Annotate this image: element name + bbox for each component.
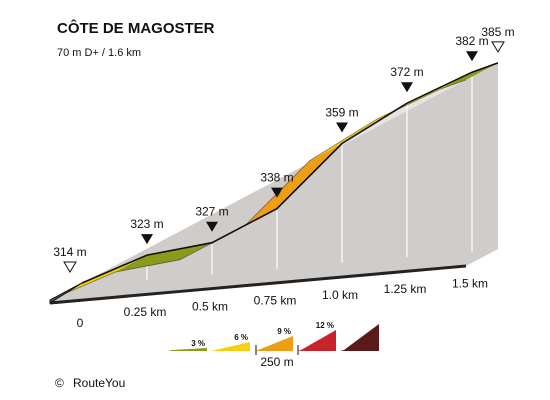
elevation-label: 359 m	[325, 106, 358, 120]
legend-label: 9 %	[277, 327, 291, 336]
elevation-marker	[466, 51, 478, 62]
elevation-marker	[401, 82, 413, 93]
base-segment-line	[244, 278, 311, 288]
profile-back-edge	[81, 62, 499, 284]
scale-bar-label: 250 m	[260, 355, 293, 369]
elevation-marker	[271, 187, 283, 198]
x-tick-label: 0	[77, 316, 84, 330]
base-segment-line	[49, 295, 116, 305]
chart-title: CÔTE DE MAGOSTER	[57, 19, 215, 37]
chart-subtitle: 70 m D+ / 1.6 km	[57, 47, 141, 59]
base-segment-line	[309, 272, 376, 282]
x-tick-label: 0.25 km	[124, 305, 167, 319]
elevation-label: 323 m	[130, 217, 163, 231]
credit-label: RouteYou	[73, 376, 125, 390]
route-end-marker	[63, 261, 77, 273]
elevation-label: 382 m	[455, 34, 488, 48]
x-tick-label: 0.5 km	[192, 299, 228, 313]
gradient-legend: 3 % 6 % 9 % 12 % 250 m	[168, 321, 379, 369]
legend-label: 12 %	[316, 321, 334, 330]
x-tick-label: 1.0 km	[322, 288, 358, 302]
x-tick-label: 1.5 km	[452, 276, 488, 290]
route-end-marker	[491, 41, 505, 53]
legend-swatch	[297, 330, 336, 351]
x-tick-label: 0.75 km	[254, 294, 297, 308]
elevation-marker	[141, 234, 153, 245]
elevation-label: 338 m	[260, 171, 293, 185]
legend-swatch	[168, 348, 207, 351]
base-segment-line	[114, 289, 181, 299]
base-segment-line	[374, 266, 441, 276]
gradient-segment	[115, 242, 212, 273]
elevation-label: 372 m	[390, 65, 423, 79]
gradient-segment	[440, 62, 498, 90]
legend-swatch	[254, 336, 293, 351]
base-segment-line	[439, 264, 467, 270]
copyright-symbol: ©	[55, 376, 64, 390]
legend-label: 6 %	[234, 333, 248, 342]
elevation-marker	[206, 221, 218, 232]
elevation-label: 327 m	[195, 205, 228, 219]
x-tick-label: 1.25 km	[384, 282, 427, 296]
base-segment-line	[179, 284, 246, 293]
legend-swatch	[211, 342, 250, 351]
profile-base	[50, 62, 498, 304]
legend-label: 3 %	[191, 339, 205, 348]
profile-start-face	[49, 282, 83, 304]
gradient-segment	[245, 143, 342, 226]
legend-swatch	[340, 324, 379, 351]
elevation-marker	[336, 122, 348, 133]
elevation-label: 314 m	[53, 245, 86, 259]
elevation-label: 385 m	[481, 25, 514, 39]
